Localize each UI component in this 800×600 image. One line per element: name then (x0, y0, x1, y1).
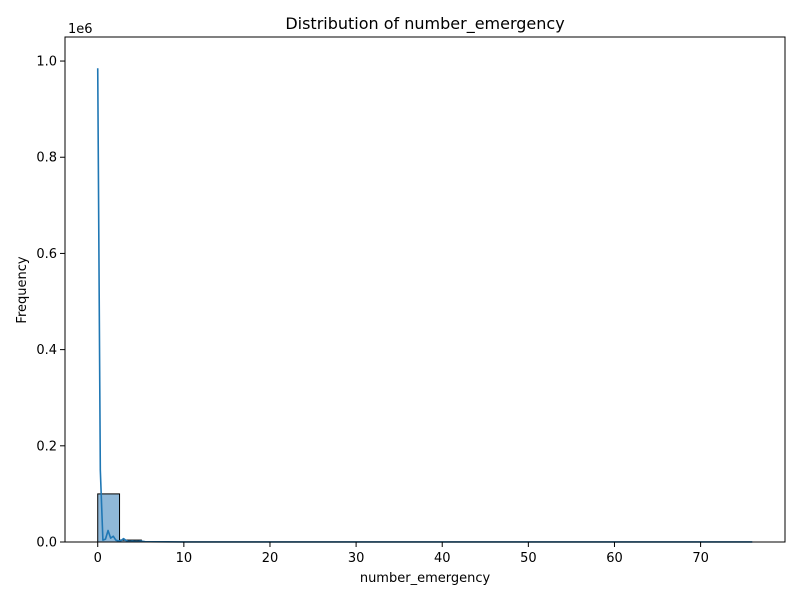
x-tick-label: 0 (94, 551, 102, 566)
y-tick-label: 1.0 (36, 55, 57, 70)
y-tick-label: 0.0 (36, 536, 57, 551)
x-tick-label: 30 (348, 551, 365, 566)
y-tick-label: 0.8 (36, 151, 57, 166)
kde-line (98, 68, 753, 542)
y-tick-label: 0.2 (36, 439, 57, 454)
y-tick-label: 0.6 (36, 247, 57, 262)
axes-frame (65, 37, 785, 542)
x-tick-label: 70 (692, 551, 709, 566)
y-axis-ticks: 0.0 0.2 0.4 0.6 0.8 1.0 (36, 55, 65, 551)
x-tick-label: 40 (434, 551, 451, 566)
y-tick-label: 0.4 (36, 343, 57, 358)
x-axis-title: number_emergency (360, 571, 491, 586)
x-tick-label: 50 (520, 551, 537, 566)
plot-area (65, 37, 785, 542)
x-tick-label: 60 (606, 551, 623, 566)
x-tick-label: 10 (176, 551, 193, 566)
x-axis-ticks: 0 10 20 30 40 50 60 70 (94, 542, 709, 566)
x-tick-label: 20 (262, 551, 279, 566)
y-axis-multiplier: 1e6 (68, 22, 93, 37)
chart-title: Distribution of number_emergency (285, 14, 564, 34)
y-axis-title: Frequency (15, 256, 30, 323)
